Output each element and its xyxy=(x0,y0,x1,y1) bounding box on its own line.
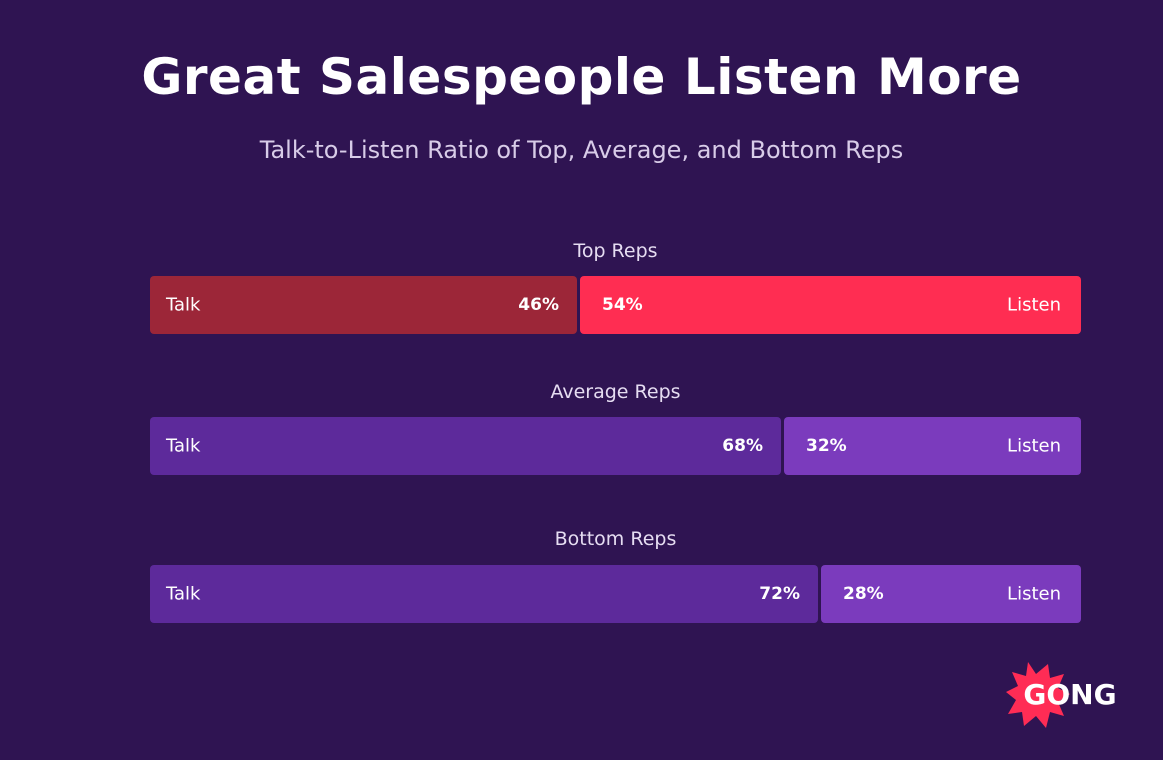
chart-subtitle: Talk-to-Listen Ratio of Top, Average, an… xyxy=(259,136,904,164)
logo-text: GONG xyxy=(1023,678,1116,711)
talk-series-label: Talk xyxy=(166,294,201,316)
talk-series-label: Talk xyxy=(166,435,201,457)
bar-row: Talk 72% Listen 28% xyxy=(150,565,1081,623)
talk-value-label: 46% xyxy=(518,295,559,315)
group-label: Average Reps xyxy=(550,381,681,403)
group-label: Top Reps xyxy=(573,240,658,262)
listen-value-label: 32% xyxy=(806,436,847,456)
listen-bar-segment: Listen 32% xyxy=(784,417,1081,475)
talk-bar-segment: Talk 46% xyxy=(150,276,577,334)
talk-series-label: Talk xyxy=(166,583,201,605)
talk-value-label: 72% xyxy=(759,584,800,604)
listen-series-label: Listen xyxy=(1007,583,1061,605)
talk-bar-segment: Talk 68% xyxy=(150,417,781,475)
listen-series-label: Listen xyxy=(1007,294,1061,316)
group-label: Bottom Reps xyxy=(554,528,677,550)
listen-value-label: 54% xyxy=(602,295,643,315)
bar-row: Talk 46% Listen 54% xyxy=(150,276,1081,334)
listen-bar-segment: Listen 28% xyxy=(821,565,1081,623)
talk-value-label: 68% xyxy=(722,436,763,456)
logo-burst-shape xyxy=(1006,662,1070,728)
listen-series-label: Listen xyxy=(1007,435,1061,457)
chart-title: Great Salespeople Listen More xyxy=(141,48,1022,106)
listen-value-label: 28% xyxy=(843,584,884,604)
talk-bar-segment: Talk 72% xyxy=(150,565,818,623)
bar-row: Talk 68% Listen 32% xyxy=(150,417,1081,475)
gong-logo-icon: GONG xyxy=(1006,662,1117,728)
listen-bar-segment: Listen 54% xyxy=(580,276,1081,334)
